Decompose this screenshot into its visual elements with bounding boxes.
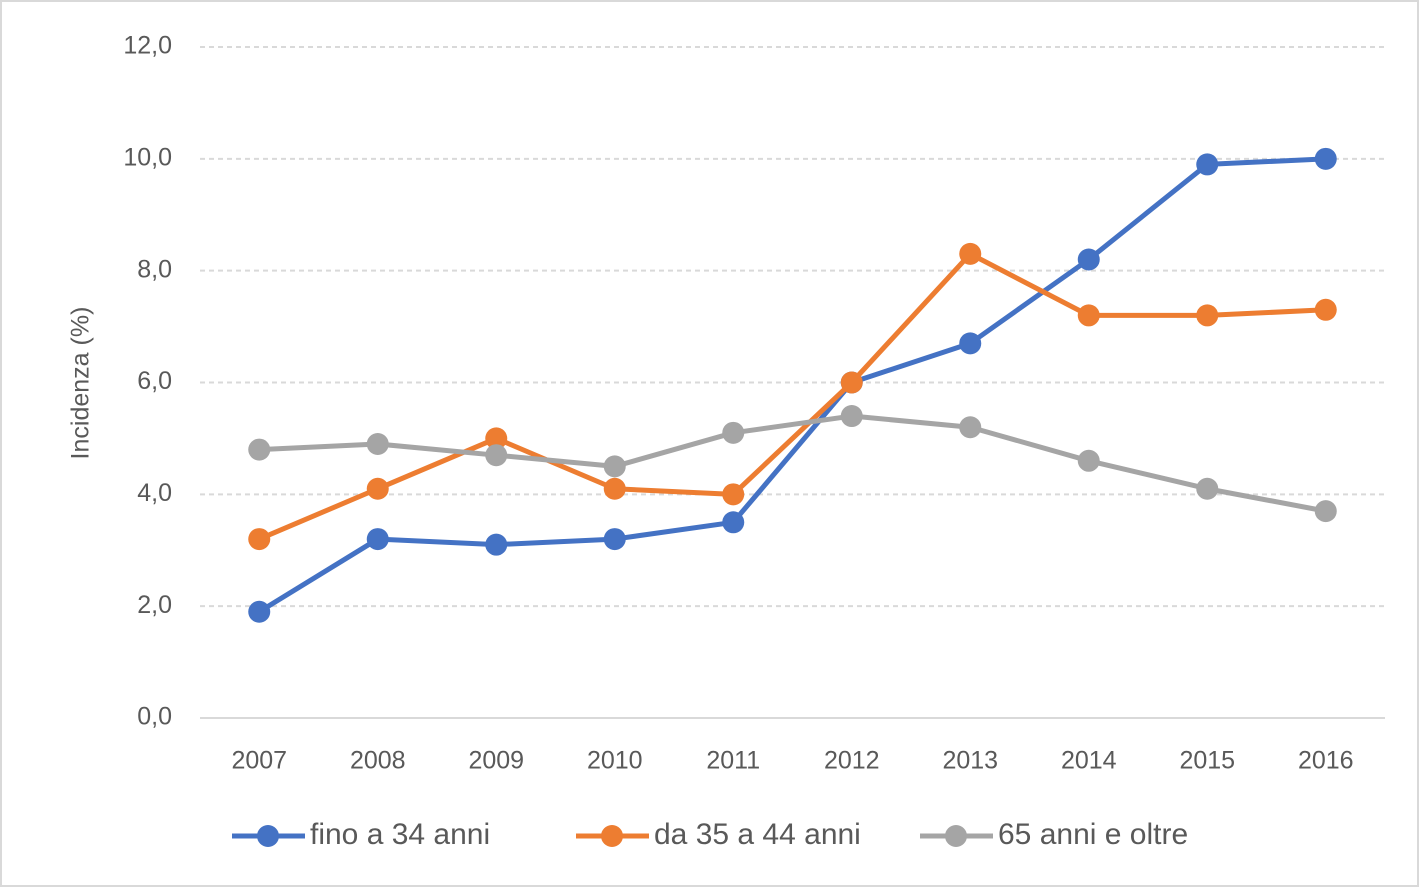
- data-point: [485, 533, 508, 556]
- data-point: [1077, 449, 1100, 472]
- x-tick-label: 2010: [587, 747, 643, 775]
- y-tick-label: 6,0: [137, 367, 172, 395]
- data-point: [1196, 153, 1219, 176]
- y-tick-label: 8,0: [137, 255, 172, 283]
- data-point: [485, 427, 508, 450]
- x-tick-label: 2013: [942, 747, 998, 775]
- data-point: [959, 332, 982, 355]
- x-tick-label: 2007: [231, 747, 287, 775]
- x-tick-label: 2012: [824, 747, 880, 775]
- x-tick-label: 2014: [1061, 747, 1117, 775]
- x-tick-label: 2009: [468, 747, 524, 775]
- data-point: [722, 421, 745, 444]
- legend-marker: [945, 825, 967, 847]
- y-tick-label: 12,0: [123, 32, 172, 60]
- data-point: [1314, 147, 1337, 170]
- series-line: [258, 251, 1326, 542]
- legend-label: 65 anni e oltre: [998, 818, 1188, 851]
- legend-label: da 35 a 44 anni: [654, 818, 861, 851]
- data-point: [840, 371, 863, 394]
- data-point: [248, 600, 271, 623]
- legend-label: fino a 34 anni: [310, 818, 490, 851]
- data-point: [603, 455, 626, 478]
- data-point: [722, 511, 745, 534]
- data-point: [840, 405, 863, 428]
- data-point: [366, 477, 389, 500]
- y-tick-label: 0,0: [137, 703, 172, 731]
- x-tick-label: 2011: [706, 747, 760, 775]
- data-point: [1077, 304, 1100, 327]
- data-point: [1077, 248, 1100, 271]
- series-line: [259, 413, 1327, 514]
- data-point: [485, 444, 508, 467]
- legend-marker: [257, 825, 279, 847]
- data-point: [1314, 500, 1337, 523]
- x-tick-label: 2008: [350, 747, 406, 775]
- data-point: [1196, 477, 1219, 500]
- y-tick-label: 4,0: [137, 479, 172, 507]
- data-point: [248, 528, 271, 551]
- y-tick-label: 2,0: [137, 591, 172, 619]
- data-point: [959, 242, 982, 265]
- data-point: [366, 528, 389, 551]
- data-point: [1314, 298, 1337, 321]
- y-axis-label: Incidenza (%): [67, 307, 95, 460]
- data-point: [248, 438, 271, 461]
- data-point: [959, 416, 982, 439]
- x-tick-label: 2015: [1179, 747, 1235, 775]
- legend-marker: [601, 825, 623, 847]
- data-point: [1196, 304, 1219, 327]
- series-line: [257, 156, 1326, 614]
- data-point: [366, 433, 389, 456]
- y-tick-label: 10,0: [123, 143, 172, 171]
- data-point: [603, 477, 626, 500]
- data-point: [722, 483, 745, 506]
- data-point: [603, 528, 626, 551]
- x-tick-label: 2016: [1298, 747, 1354, 775]
